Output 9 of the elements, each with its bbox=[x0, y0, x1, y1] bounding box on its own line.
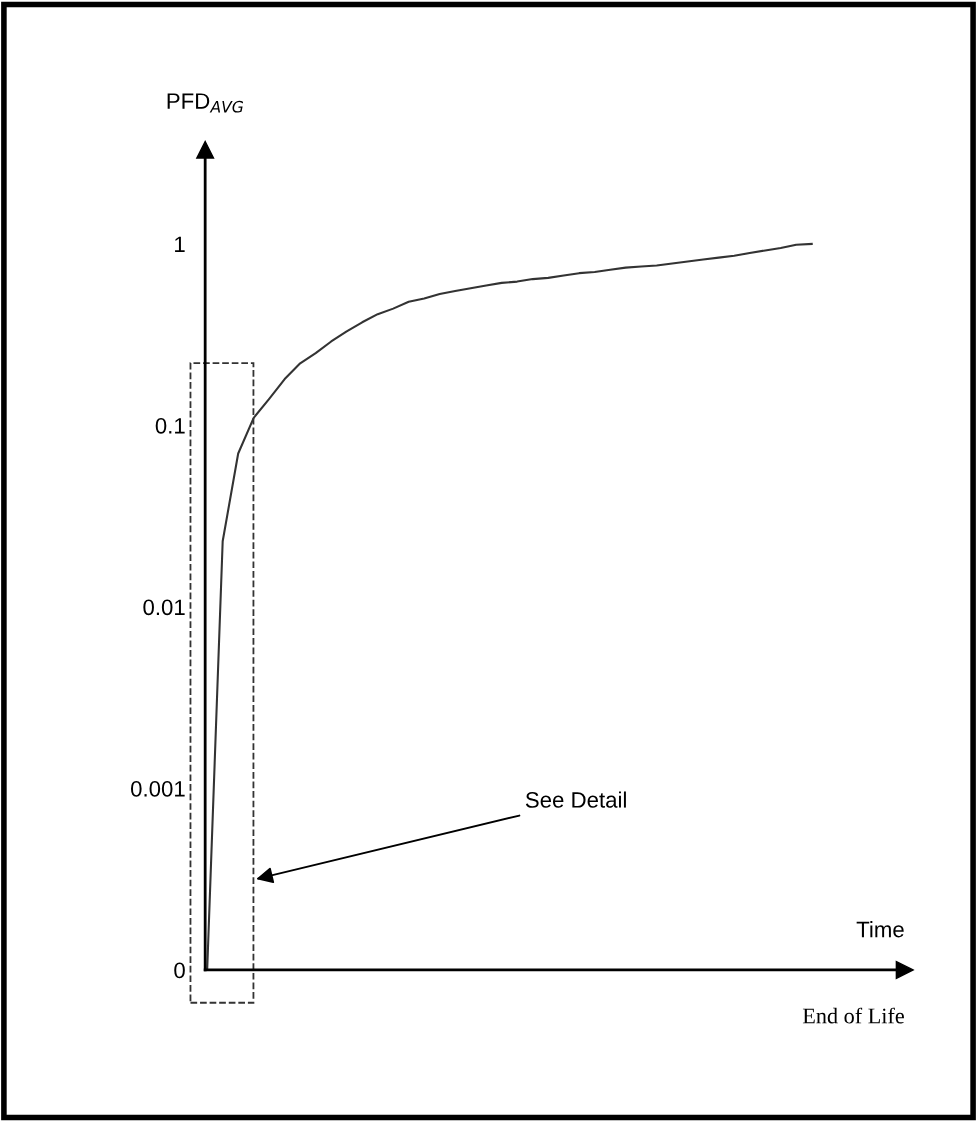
y-tick-label: 0.001 bbox=[130, 780, 185, 797]
y-tick-label: 0.01 bbox=[143, 599, 185, 616]
y-tick-label: 1 bbox=[175, 236, 185, 252]
y-tick-label: 0.1 bbox=[155, 417, 185, 434]
y-axis-title: PFD$_{AVG}$ bbox=[167, 93, 244, 113]
text: End of Life bbox=[802, 1007, 904, 1024]
x-axis-title: Time bbox=[856, 921, 904, 938]
annotation: See Detail bbox=[525, 791, 626, 808]
y-tick-label: 0 bbox=[174, 962, 185, 979]
